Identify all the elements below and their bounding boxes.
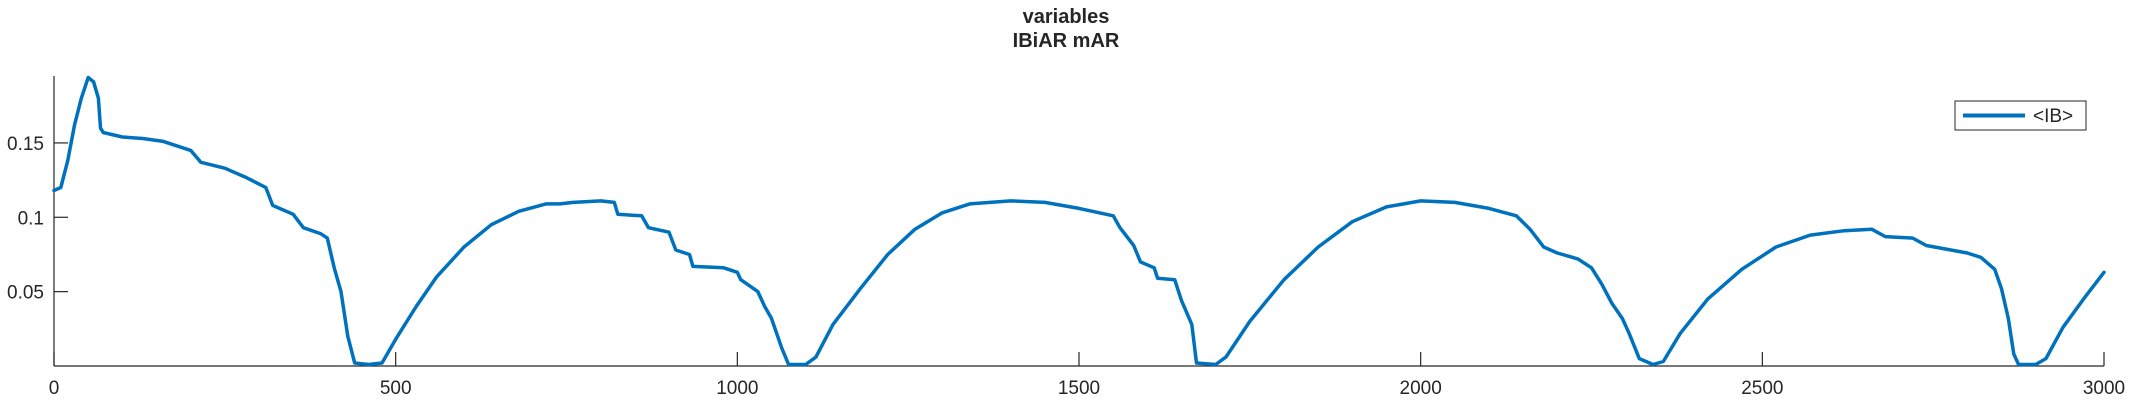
y-tick-label: 0.05 — [7, 283, 44, 304]
x-tick-label: 1500 — [1058, 378, 1100, 399]
x-tick-label: 2500 — [1741, 378, 1783, 399]
x-tick-label: 500 — [380, 378, 412, 399]
legend: <IB> — [1954, 100, 2087, 131]
x-tick-label: 1000 — [716, 378, 758, 399]
legend-label-ib: <IB> — [2033, 106, 2073, 127]
plot-area: 0 500 1000 1500 2000 2500 3000 0.05 0.1 0.15 — [7, 75, 2125, 399]
chart-title: variables — [1023, 6, 1110, 28]
y-tick-label: 0.1 — [18, 208, 44, 229]
x-tick-label: 0 — [49, 378, 60, 399]
x-tick-label: 3000 — [2083, 378, 2125, 399]
x-tick-label: 2000 — [1400, 378, 1442, 399]
y-tick-label: 0.15 — [7, 134, 44, 155]
chart-subtitle: IBiAR mAR — [1013, 30, 1120, 52]
series-line-0 — [52, 75, 2106, 367]
